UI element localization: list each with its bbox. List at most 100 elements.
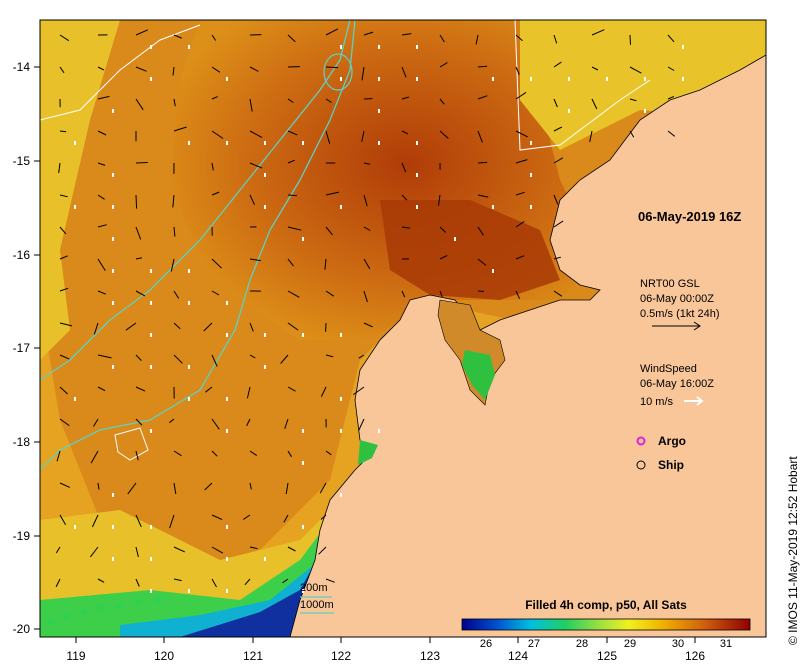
wind-vector: [340, 77, 342, 81]
current-vector: [211, 578, 217, 588]
ship-label: Ship: [658, 458, 684, 472]
current-vector: [285, 482, 289, 495]
current-vector: [90, 546, 99, 558]
colorbar-ticks: 26 27 28 29 30 31: [480, 638, 732, 650]
current-vector: [203, 322, 213, 332]
current-vector: [477, 130, 483, 143]
y-tick-label: -17: [13, 341, 31, 355]
wind-time: 06-May 16:00Z: [640, 378, 714, 390]
current-vector: [319, 482, 327, 494]
bay-green: [462, 350, 495, 400]
current-vector: [515, 191, 525, 196]
currents-time: 06-May 00:00Z: [640, 293, 714, 305]
wind-vector: [112, 525, 114, 529]
wind-vector: [644, 109, 646, 113]
current-vector: [249, 322, 254, 332]
current-vector: [591, 29, 605, 36]
colorbar: [461, 618, 751, 631]
wind-vector: [530, 173, 532, 177]
coast-green-patch: [358, 440, 378, 465]
plot-frame: [39, 19, 767, 638]
wind-vector: [378, 109, 380, 113]
current-vector: [667, 34, 675, 43]
current-vector: [249, 162, 263, 169]
current-vector: [125, 322, 137, 331]
wind-vector: [150, 77, 152, 81]
current-vector: [135, 162, 148, 164]
current-vector: [169, 514, 175, 529]
current-vector: [363, 31, 374, 36]
wind-vector: [112, 269, 114, 273]
wind-vector: [492, 77, 494, 81]
current-vector: [59, 287, 69, 292]
wind-vector: [150, 45, 152, 49]
current-vector: [553, 290, 563, 297]
x-tick-label: 121: [243, 649, 263, 663]
current-vector: [280, 354, 289, 364]
current-vector: [287, 450, 293, 458]
current-vector: [477, 95, 488, 100]
current-vector: [211, 130, 224, 139]
wind-vector: [416, 205, 418, 209]
current-vector: [287, 322, 299, 331]
wind-vector: [264, 173, 266, 177]
x-tick-label: 124: [508, 649, 528, 663]
current-vector: [358, 418, 365, 431]
current-vector: [629, 98, 637, 102]
current-vector: [135, 386, 146, 392]
current-vector: [172, 66, 175, 76]
y-ticks: [34, 66, 40, 630]
current-vector: [90, 450, 99, 464]
current-vector: [173, 322, 181, 330]
current-vector: [211, 546, 224, 554]
current-vector: [172, 194, 175, 208]
wind-vector: [74, 525, 76, 529]
date-label: 06-May-2019 16Z: [638, 209, 741, 224]
current-vector: [170, 258, 175, 272]
current-vector: [591, 98, 598, 110]
current-vector: [363, 162, 371, 165]
current-vector: [325, 578, 335, 583]
argo-marker-icon: [636, 436, 646, 446]
colorbar-title: Filled 4h comp, p50, All Sats: [525, 598, 687, 612]
wind-vector: [340, 45, 342, 49]
current-vector: [59, 34, 70, 42]
wind-vector: [454, 237, 456, 241]
current-vector: [173, 34, 182, 39]
current-vector: [97, 578, 105, 583]
current-vector: [439, 98, 445, 105]
current-vector: [477, 194, 489, 198]
current-vector: [553, 194, 559, 205]
current-vector: [282, 578, 289, 584]
current-vector: [363, 194, 368, 207]
wind-vector: [188, 397, 190, 401]
wind-vector: [150, 557, 152, 561]
current-vector: [589, 130, 593, 143]
wind-vector: [264, 557, 266, 561]
current-vector: [173, 98, 176, 107]
wind-vector: [112, 557, 114, 561]
current-vector: [361, 66, 365, 81]
current-vector: [249, 450, 258, 457]
wind-vector: [226, 557, 228, 561]
current-vector: [591, 66, 599, 71]
y-tick-label: -20: [13, 622, 31, 636]
current-vector: [287, 34, 296, 43]
current-vector: [553, 98, 558, 108]
current-vector: [135, 418, 143, 426]
eez-boundary-west: [40, 24, 201, 121]
current-vector: [97, 224, 107, 228]
wind-vector: [264, 205, 266, 209]
current-vector: [59, 255, 68, 260]
current-vector: [667, 95, 675, 100]
current-vector: [173, 290, 180, 299]
ship-marker-icon: [636, 460, 646, 470]
current-vector: [97, 162, 106, 166]
current-vector: [401, 194, 408, 201]
current-vector: [59, 226, 67, 235]
colorbar-tick-label: 30: [672, 638, 684, 650]
wind-vector: [340, 429, 342, 433]
current-vector: [173, 354, 183, 364]
current-vector: [325, 98, 332, 103]
wind-vector: [378, 45, 380, 49]
